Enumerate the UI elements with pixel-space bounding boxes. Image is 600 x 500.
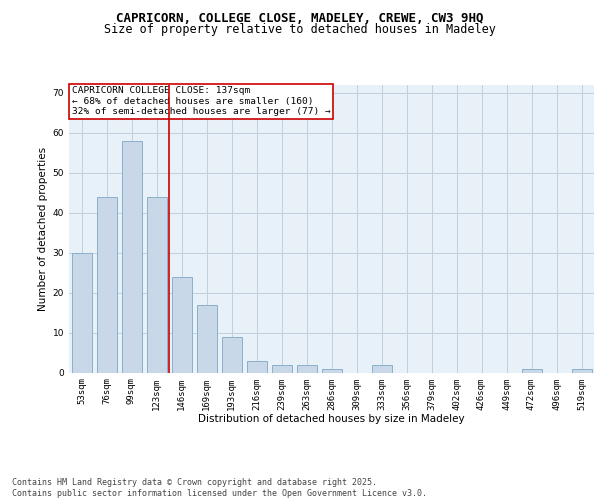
Bar: [247, 360, 266, 372]
Bar: [221, 336, 241, 372]
Bar: [71, 252, 91, 372]
Bar: [296, 364, 317, 372]
Bar: [371, 364, 392, 372]
Bar: [172, 276, 191, 372]
Bar: [121, 141, 142, 372]
Bar: [197, 304, 217, 372]
Bar: [571, 368, 592, 372]
Y-axis label: Number of detached properties: Number of detached properties: [38, 146, 49, 311]
Bar: [146, 197, 167, 372]
Text: Contains HM Land Registry data © Crown copyright and database right 2025.
Contai: Contains HM Land Registry data © Crown c…: [12, 478, 427, 498]
Bar: [322, 368, 341, 372]
Text: CAPRICORN, COLLEGE CLOSE, MADELEY, CREWE, CW3 9HQ: CAPRICORN, COLLEGE CLOSE, MADELEY, CREWE…: [116, 12, 484, 26]
Bar: [271, 364, 292, 372]
Bar: [97, 197, 116, 372]
Text: Size of property relative to detached houses in Madeley: Size of property relative to detached ho…: [104, 24, 496, 36]
X-axis label: Distribution of detached houses by size in Madeley: Distribution of detached houses by size …: [198, 414, 465, 424]
Bar: [521, 368, 542, 372]
Text: CAPRICORN COLLEGE CLOSE: 137sqm
← 68% of detached houses are smaller (160)
32% o: CAPRICORN COLLEGE CLOSE: 137sqm ← 68% of…: [71, 86, 331, 116]
